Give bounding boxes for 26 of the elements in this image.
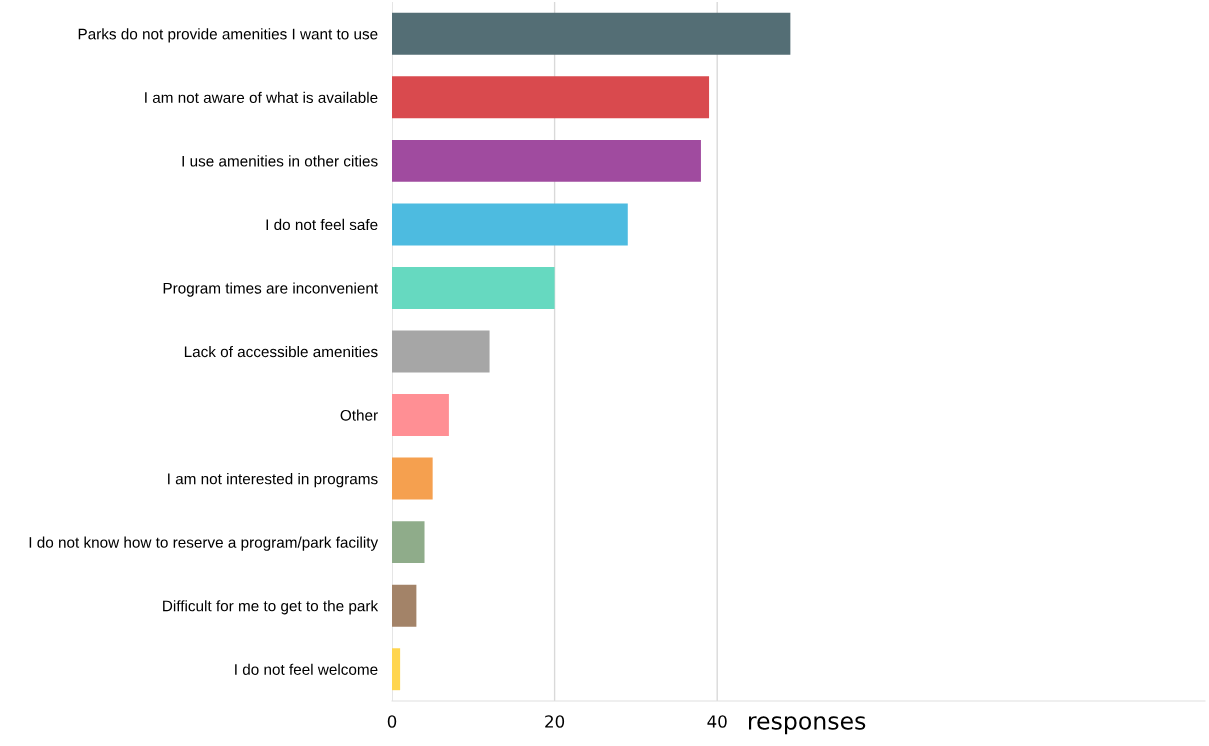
bar [392,139,701,182]
bar [392,584,417,627]
y-tick-label: I do not feel safe [266,218,378,231]
x-tick-label: 40 [707,715,727,728]
x-tick-label: 0 [387,715,397,728]
y-tick-label: Parks do not provide amenities I want to use [78,28,378,43]
y-tick-label: I am not aware of what is available [145,91,378,103]
y-tick-label: I do not feel welcome [235,663,378,675]
bar [392,394,449,437]
y-tick-label: Other [340,409,378,421]
x-tick-label: 20 [545,715,565,728]
bar [392,76,710,119]
y-tick-label: Program times are inconvenient [163,282,379,297]
y-tick-label: I do not know how to reserve a program/park facility [29,536,379,551]
bar [392,648,401,691]
bar [392,457,433,500]
y-tick-label: I use amenities in other cities [182,155,378,167]
y-tick-label: Lack of accessible amenities [184,345,378,358]
bar [392,330,490,373]
bar [392,266,555,309]
bar [392,12,791,55]
bar [392,521,425,564]
y-tick-label: I am not interested in programs [168,473,378,488]
y-tick-label: Difficult for me to get to the park [163,600,379,615]
bar [392,203,628,246]
x-axis-title: responses [749,716,866,735]
